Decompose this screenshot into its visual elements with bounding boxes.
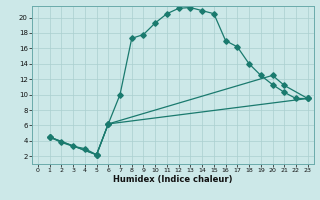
X-axis label: Humidex (Indice chaleur): Humidex (Indice chaleur) <box>113 175 233 184</box>
